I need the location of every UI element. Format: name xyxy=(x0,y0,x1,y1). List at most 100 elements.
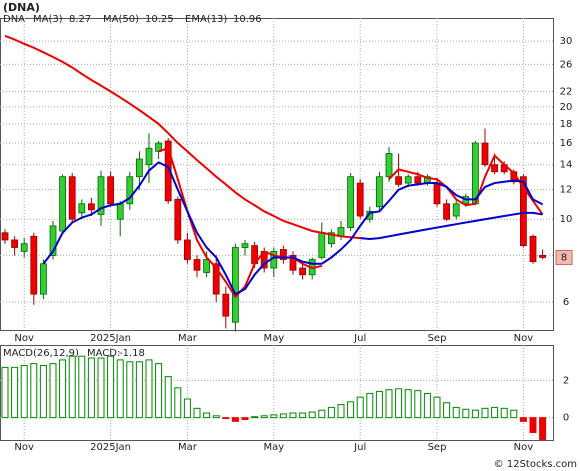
macd-bar xyxy=(529,417,537,434)
candle-body xyxy=(59,176,66,232)
macd-bar xyxy=(126,361,134,419)
x-tick-label: Mar xyxy=(178,333,198,344)
x-tick-label: Mar xyxy=(178,442,198,453)
ma-line xyxy=(4,34,361,240)
macd-bar xyxy=(279,413,287,419)
candle-body xyxy=(97,176,105,215)
x-tick-label: Nov xyxy=(514,442,534,453)
candle-body xyxy=(452,203,460,217)
legend-name: MA(50) xyxy=(103,14,139,25)
x-tick-label: Jul xyxy=(353,333,366,344)
candle-body xyxy=(68,176,76,220)
macd-bar xyxy=(30,363,38,419)
candle-body xyxy=(241,243,249,248)
candle-body xyxy=(529,235,537,263)
macd-bar xyxy=(174,387,182,419)
price-tag-box xyxy=(555,249,573,265)
candle-body xyxy=(155,142,163,152)
candle-body xyxy=(375,176,383,208)
macd-bar xyxy=(414,390,422,419)
candle-body xyxy=(107,176,114,205)
macd-bar xyxy=(203,412,211,419)
macd-title: MACD(26,12,9) xyxy=(3,348,79,359)
macd-bar xyxy=(164,376,172,419)
macd-bar xyxy=(337,404,345,419)
macd-bar xyxy=(260,415,268,419)
macd-bar xyxy=(97,357,105,419)
macd-bar xyxy=(11,366,19,419)
y-tick-label: 18 xyxy=(560,119,573,130)
candle-body xyxy=(520,176,527,246)
candle-body xyxy=(356,182,364,217)
candle-body xyxy=(40,263,47,295)
macd-bar xyxy=(452,406,460,419)
candle-body xyxy=(174,199,182,241)
macd-bar xyxy=(183,398,191,419)
candle-body xyxy=(279,249,287,260)
legend-symbol: DNA xyxy=(3,14,25,25)
candle-body xyxy=(404,176,412,184)
candle-body xyxy=(145,147,153,166)
candle-body xyxy=(289,255,297,271)
y-tick-label: 0 xyxy=(563,413,569,424)
price-panel xyxy=(0,18,554,331)
macd-bar xyxy=(59,359,67,419)
macd-bar xyxy=(1,366,9,419)
candle-body xyxy=(414,176,422,184)
candle-body xyxy=(385,153,393,178)
y-tick-label: 14 xyxy=(560,160,573,171)
macd-bar xyxy=(462,408,470,419)
macd-panel xyxy=(0,345,554,441)
legend-name: MA(3) xyxy=(33,14,63,25)
legend-value: 10.96 xyxy=(233,14,262,25)
macd-bar xyxy=(539,417,547,441)
macd-bar xyxy=(481,407,489,419)
ma-line xyxy=(42,161,544,296)
macd-bar xyxy=(39,364,47,419)
macd-bar xyxy=(270,414,278,419)
candle-body xyxy=(491,164,499,173)
y-tick-label: 12 xyxy=(560,185,573,196)
macd-bar xyxy=(318,409,326,419)
y-tick-label: 30 xyxy=(560,36,573,47)
candle-body xyxy=(318,232,326,258)
candle-body xyxy=(203,259,211,273)
macd-bar xyxy=(395,388,403,419)
x-tick-label: Sep xyxy=(428,442,447,453)
legend-value: 10.25 xyxy=(145,14,174,25)
macd-bar xyxy=(107,355,115,419)
macd-bar xyxy=(500,407,508,419)
candle-body xyxy=(299,267,307,276)
macd-bar xyxy=(385,389,393,419)
candle-body xyxy=(193,259,201,271)
candle-body xyxy=(231,247,239,323)
x-tick-label: Nov xyxy=(514,333,534,344)
candle-body xyxy=(481,142,489,166)
macd-bar xyxy=(87,357,95,419)
macd-bar xyxy=(155,363,163,419)
candle-body xyxy=(433,182,441,205)
macd-bar xyxy=(327,406,335,419)
macd-bar xyxy=(347,401,355,419)
candle-body xyxy=(49,225,57,256)
candle-body xyxy=(30,235,38,295)
macd-bar xyxy=(510,409,518,419)
macd-bar xyxy=(251,416,259,419)
y-tick-label: 22 xyxy=(560,86,573,97)
credit: © 12Stocks.com xyxy=(494,459,577,470)
macd-bar xyxy=(375,391,383,419)
price-tag: 8 xyxy=(561,252,567,263)
macd-bar xyxy=(423,392,431,419)
macd-bar xyxy=(212,415,220,419)
macd-bar xyxy=(116,359,124,419)
x-tick-label: Sep xyxy=(428,333,447,344)
y-tick-label: 26 xyxy=(560,59,573,70)
macd-bar xyxy=(471,409,479,419)
macd-bar xyxy=(78,355,86,419)
macd-label: MACD: xyxy=(87,348,120,359)
macd-bar xyxy=(68,355,76,419)
macd-bar xyxy=(193,407,201,419)
macd-bar xyxy=(222,417,230,420)
